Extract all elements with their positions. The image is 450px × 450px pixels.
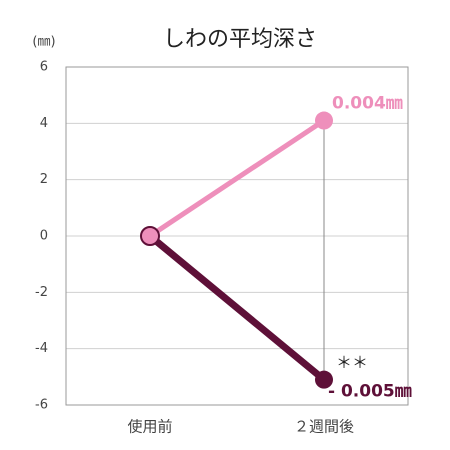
series-line <box>147 233 327 383</box>
value-label: 0.004㎜ <box>332 94 403 114</box>
x-tick-label: ２週間後 <box>294 418 354 436</box>
value-label: - 0.005㎜ <box>328 382 412 402</box>
y-tick-label: 2 <box>40 172 48 187</box>
y-unit: (㎜) <box>32 35 55 50</box>
chart-title: しわの平均深さ <box>163 27 317 52</box>
y-tick-label: -4 <box>35 341 48 356</box>
y-tick-label: 0 <box>40 229 48 244</box>
point <box>142 228 158 244</box>
y-tick-label: -2 <box>35 285 48 300</box>
plot-frame <box>65 66 409 406</box>
point <box>315 111 333 130</box>
point <box>315 370 333 389</box>
y-tick-label: 4 <box>40 116 48 131</box>
x-tick-label: 使用前 <box>127 418 172 436</box>
annotation: ＊＊ <box>336 353 368 372</box>
series-line <box>148 118 326 239</box>
y-tick-label: -6 <box>35 398 48 413</box>
y-tick-label: 6 <box>40 60 48 75</box>
